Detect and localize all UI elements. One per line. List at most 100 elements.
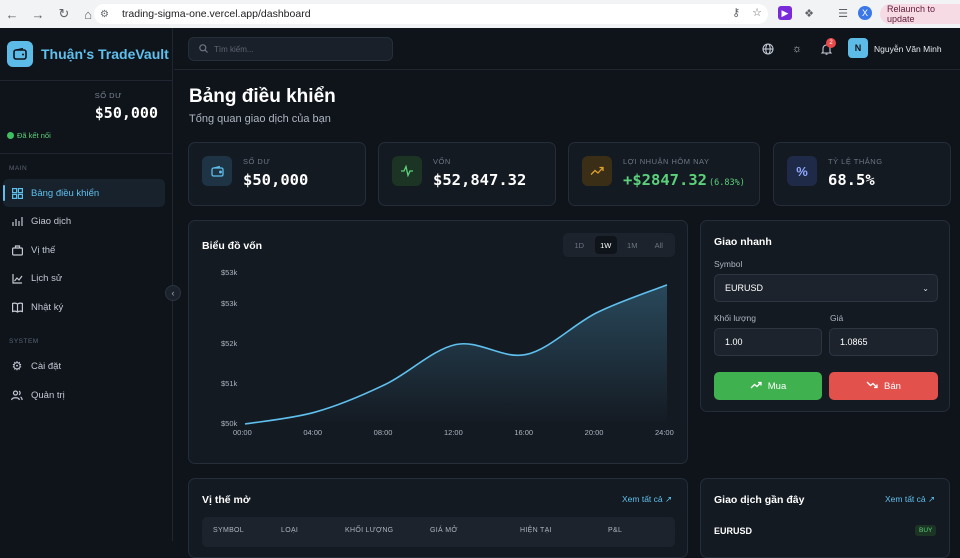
address-bar[interactable]: ⚙ trading-sigma-one.vercel.app/dashboard… bbox=[94, 4, 768, 24]
sidebar-balance-label: SỐ DƯ bbox=[94, 91, 122, 100]
status-dot-icon bbox=[7, 132, 14, 139]
percent-icon: % bbox=[787, 156, 817, 186]
topbar: Tìm kiếm... ☼ 2 N Nguyễn Văn Minh bbox=[174, 28, 960, 70]
reload-icon[interactable]: ↻ bbox=[58, 6, 70, 21]
recent-trades-title: Giao dịch gần đây bbox=[714, 494, 805, 506]
x-tick-label: 12:00 bbox=[444, 428, 463, 437]
positions-view-all-link[interactable]: Xem tất cả ↗ bbox=[622, 494, 673, 504]
collapse-sidebar-button[interactable]: ‹ bbox=[165, 285, 181, 301]
equity-area bbox=[245, 284, 667, 424]
sidebar-item-trading[interactable]: Giao dịch bbox=[3, 207, 165, 235]
range-1d[interactable]: 1D bbox=[574, 240, 585, 250]
users-icon bbox=[11, 389, 23, 401]
volume-input[interactable]: 1.00 bbox=[714, 328, 822, 356]
sell-button[interactable]: Bán bbox=[829, 372, 938, 400]
sidebar-item-history[interactable]: Lịch sử bbox=[3, 264, 165, 292]
brand[interactable]: Thuận's TradeVault bbox=[7, 41, 169, 67]
column-header: HIỆN TẠI bbox=[520, 527, 552, 534]
sun-icon[interactable]: ☼ bbox=[791, 43, 803, 55]
stat-card-balance: SỐ DƯ $50,000 bbox=[188, 142, 366, 206]
brand-name: Thuận's TradeVault bbox=[41, 46, 169, 62]
user-name[interactable]: Nguyễn Văn Minh bbox=[874, 44, 942, 54]
recent-trades-card: Giao dịch gần đây Xem tất cả ↗ EURUSD BU… bbox=[700, 478, 950, 558]
pulse-icon bbox=[392, 156, 422, 186]
sidebar-item-settings[interactable]: ⚙ Cài đặt bbox=[11, 359, 62, 373]
x-tick-label: 00:00 bbox=[233, 428, 252, 437]
external-arrow-icon: ↗ bbox=[665, 494, 673, 504]
section-label-main: MAIN bbox=[9, 165, 28, 172]
avatar[interactable]: N bbox=[848, 38, 868, 58]
profile-avatar[interactable]: X bbox=[858, 6, 872, 20]
stat-value: $52,847.32 bbox=[433, 171, 527, 189]
recent-trade-symbol: EURUSD bbox=[714, 526, 753, 536]
search-input[interactable]: Tìm kiếm... bbox=[188, 37, 393, 61]
column-header: LOẠI bbox=[281, 527, 299, 534]
trend-line-icon bbox=[11, 272, 23, 284]
stat-label: VỐN bbox=[433, 157, 451, 166]
price-input[interactable]: 1.0865 bbox=[829, 328, 938, 356]
external-arrow-icon: ↗ bbox=[928, 494, 936, 504]
home-icon[interactable]: ⌂ bbox=[84, 6, 92, 22]
trend-down-icon bbox=[866, 381, 878, 392]
range-1w[interactable]: 1W bbox=[594, 236, 617, 254]
positions-table-header: SYMBOL LOẠI KHỐI LƯỢNG GIÁ MỞ HIỆN TẠI P… bbox=[202, 517, 675, 547]
gear-icon: ⚙ bbox=[11, 359, 23, 373]
search-icon bbox=[199, 43, 208, 55]
x-tick-label: 20:00 bbox=[584, 428, 604, 437]
star-icon[interactable]: ☆ bbox=[752, 7, 762, 19]
stat-change: (6.83%) bbox=[709, 178, 745, 188]
symbol-select[interactable]: EURUSD ⌄ bbox=[714, 274, 938, 302]
site-settings-icon[interactable]: ⚙ bbox=[100, 8, 109, 20]
chevron-down-icon: ⌄ bbox=[922, 283, 929, 293]
stat-value: +$2847.32 (6.83%) bbox=[623, 171, 745, 189]
trend-up-icon bbox=[750, 381, 762, 392]
chart-title: Biểu đồ vốn bbox=[202, 240, 263, 252]
quick-trade-title: Giao nhanh bbox=[714, 236, 772, 248]
column-header: KHỐI LƯỢNG bbox=[345, 527, 394, 534]
equity-chart-card: Biểu đồ vốn 1D 1W 1M All $53k $53k $52k $51… bbox=[188, 220, 688, 464]
sidebar-item-dashboard[interactable]: Bảng điều khiển bbox=[3, 179, 165, 207]
divider bbox=[0, 153, 173, 154]
range-all[interactable]: All bbox=[654, 240, 663, 250]
recent-view-all-link[interactable]: Xem tất cả ↗ bbox=[885, 494, 936, 504]
key-icon[interactable]: ⚷ bbox=[732, 7, 741, 19]
equity-chart bbox=[244, 284, 668, 425]
wallet-icon bbox=[202, 156, 232, 186]
extension-play-icon[interactable]: ▶ bbox=[778, 6, 792, 20]
trend-up-icon bbox=[582, 156, 612, 186]
briefcase-icon bbox=[11, 244, 23, 256]
stat-card-profit-today: LỢI NHUẬN HÔM NAY +$2847.32 (6.83%) bbox=[568, 142, 760, 206]
sidebar-item-positions[interactable]: Vị thế bbox=[3, 236, 165, 264]
relaunch-button[interactable]: Relaunch to update bbox=[880, 4, 960, 24]
buy-button[interactable]: Mua bbox=[714, 372, 822, 400]
divider bbox=[0, 80, 173, 81]
page-subtitle: Tổng quan giao dịch của bạn bbox=[189, 113, 331, 125]
x-tick-label: 24:00 bbox=[655, 428, 674, 437]
puzzle-icon[interactable]: ❖ bbox=[804, 7, 814, 20]
back-arrow-icon[interactable]: ← bbox=[5, 6, 19, 22]
range-selector: 1D 1W 1M All bbox=[563, 233, 675, 257]
stat-label: SỐ DƯ bbox=[243, 157, 271, 166]
notification-badge: 2 bbox=[826, 38, 836, 48]
stat-label: LỢI NHUẬN HÔM NAY bbox=[623, 157, 710, 166]
url-text: trading-sigma-one.vercel.app/dashboard bbox=[122, 8, 311, 20]
browser-toolbar: ← → ↻ ⌂ ⚙ trading-sigma-one.vercel.app/d… bbox=[0, 0, 960, 28]
range-1m[interactable]: 1M bbox=[627, 240, 638, 250]
forward-arrow-icon[interactable]: → bbox=[31, 6, 45, 22]
volume-label: Khối lượng bbox=[714, 313, 756, 323]
price-label: Giá bbox=[830, 313, 844, 323]
dashboard-icon bbox=[11, 187, 23, 199]
y-tick-label: $51k bbox=[221, 379, 238, 388]
y-tick-label: $52k bbox=[221, 339, 238, 348]
section-label-system: SYSTEM bbox=[9, 338, 39, 345]
sidebar-item-admin[interactable]: Quản trị bbox=[3, 381, 165, 409]
sidebar-item-journal[interactable]: Nhật ký bbox=[3, 293, 165, 321]
sidebar: Thuận's TradeVault SỐ DƯ $50,000 Đã kết … bbox=[0, 28, 173, 541]
column-header: GIÁ MỞ bbox=[430, 527, 458, 534]
column-header: SYMBOL bbox=[213, 527, 244, 534]
globe-icon[interactable] bbox=[761, 42, 775, 56]
page-title: Bảng điều khiển bbox=[189, 86, 336, 107]
stat-value: 68.5% bbox=[828, 171, 875, 189]
media-queue-icon[interactable]: ☰ bbox=[838, 7, 848, 20]
book-icon bbox=[11, 301, 23, 313]
